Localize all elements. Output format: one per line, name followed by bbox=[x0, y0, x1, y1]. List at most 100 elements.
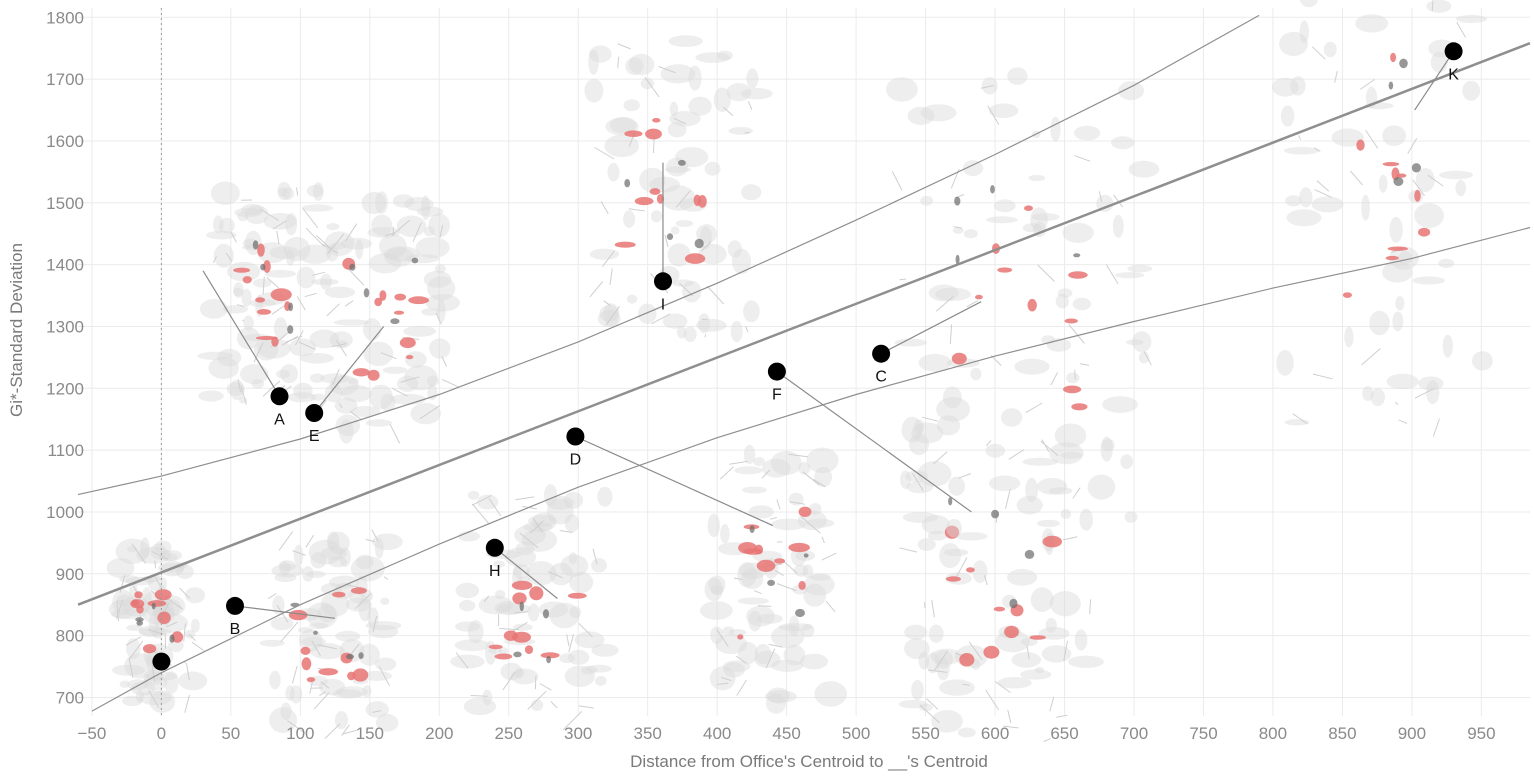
point-label-i: I bbox=[661, 296, 665, 313]
map-blob bbox=[1046, 618, 1057, 633]
x-tick-label-10: 450 bbox=[772, 724, 800, 743]
map-blob bbox=[404, 197, 434, 211]
map-street bbox=[305, 293, 317, 296]
map-street bbox=[1299, 135, 1301, 140]
map-blob bbox=[921, 104, 957, 121]
map-blob bbox=[727, 83, 752, 101]
map-hotspot bbox=[1063, 386, 1081, 394]
map-street bbox=[705, 334, 706, 337]
map-coldspot bbox=[1389, 82, 1394, 90]
map-hotspot bbox=[946, 576, 961, 581]
data-point-e bbox=[305, 404, 323, 422]
map-blob bbox=[416, 237, 450, 258]
map-street bbox=[729, 461, 747, 464]
map-blob bbox=[1276, 350, 1293, 376]
data-point-c bbox=[872, 345, 890, 363]
y-tick-label-1: 800 bbox=[56, 627, 84, 646]
map-street bbox=[1006, 489, 1011, 509]
map-street bbox=[822, 537, 824, 543]
y-tick-label-0: 700 bbox=[56, 688, 84, 707]
map-blob bbox=[351, 556, 385, 581]
map-blob bbox=[698, 313, 710, 333]
map-blob bbox=[313, 182, 324, 201]
map-hotspot bbox=[624, 130, 642, 137]
map-street bbox=[1335, 71, 1338, 83]
map-blob bbox=[970, 368, 981, 381]
map-blob bbox=[140, 537, 150, 558]
map-coldspot bbox=[695, 239, 704, 248]
map-blob bbox=[902, 417, 923, 443]
map-coldspot bbox=[954, 197, 960, 206]
map-blob bbox=[734, 466, 763, 474]
map-blob bbox=[920, 196, 933, 206]
map-blob bbox=[599, 305, 618, 322]
map-blob bbox=[720, 524, 729, 543]
map-street bbox=[347, 267, 364, 285]
map-blob bbox=[929, 625, 944, 643]
map-blob bbox=[743, 300, 760, 322]
map-hotspot bbox=[1386, 256, 1399, 260]
y-tick-label-2: 900 bbox=[56, 565, 84, 584]
map-street bbox=[899, 548, 917, 552]
point-label-e: E bbox=[309, 428, 320, 445]
map-street bbox=[770, 518, 777, 520]
map-blob bbox=[253, 279, 272, 288]
map-hotspot bbox=[635, 197, 654, 205]
x-tick-label-18: 850 bbox=[1328, 724, 1356, 743]
map-street bbox=[950, 324, 951, 344]
map-blob bbox=[149, 690, 175, 713]
map-blob bbox=[1113, 215, 1124, 238]
map-blob bbox=[1023, 458, 1059, 466]
map-blob bbox=[1055, 424, 1087, 448]
map-blob bbox=[994, 199, 1016, 212]
map-blob bbox=[584, 79, 603, 103]
point-label-a: A bbox=[274, 411, 285, 428]
map-blob bbox=[213, 216, 224, 234]
map-blob bbox=[1462, 81, 1480, 101]
map-hotspot bbox=[1414, 190, 1420, 202]
map-blob bbox=[120, 681, 130, 688]
map-blob bbox=[366, 701, 389, 717]
map-street bbox=[1038, 265, 1055, 281]
y-tick-label-6: 1300 bbox=[46, 317, 84, 336]
map-blob bbox=[269, 671, 280, 690]
map-street bbox=[277, 231, 279, 244]
map-street bbox=[1399, 420, 1407, 424]
map-thumbnail-2 bbox=[306, 191, 460, 443]
map-blob bbox=[1007, 569, 1037, 586]
map-coldspot bbox=[1009, 599, 1017, 608]
map-coldspot bbox=[624, 179, 630, 187]
map-street bbox=[325, 724, 340, 739]
map-blob bbox=[1279, 32, 1308, 56]
map-blob bbox=[1355, 14, 1388, 32]
map-coldspot bbox=[253, 240, 259, 249]
x-tick-label-20: 950 bbox=[1467, 724, 1495, 743]
map-coldspot bbox=[1025, 550, 1035, 559]
map-blob bbox=[1125, 511, 1138, 523]
map-coldspot bbox=[546, 656, 551, 663]
map-blob bbox=[271, 564, 303, 577]
map-blob bbox=[624, 99, 640, 111]
map-blob bbox=[1001, 408, 1022, 427]
map-thumbnails bbox=[107, 0, 1493, 741]
map-blob bbox=[939, 543, 961, 568]
map-coldspot bbox=[1412, 163, 1421, 172]
map-blob bbox=[904, 625, 927, 640]
map-blob bbox=[767, 688, 790, 704]
map-hotspot bbox=[1029, 635, 1046, 640]
map-street bbox=[1050, 697, 1054, 711]
map-blob bbox=[705, 162, 721, 176]
leader-line-f bbox=[777, 372, 972, 512]
data-point-unlabeled bbox=[152, 653, 170, 671]
map-hotspot bbox=[301, 647, 311, 655]
map-hotspot bbox=[1004, 626, 1019, 638]
map-blob bbox=[688, 97, 711, 116]
map-blob bbox=[666, 158, 688, 177]
y-tick-label-4: 1100 bbox=[47, 441, 84, 460]
map-blob bbox=[1042, 645, 1072, 662]
map-blob bbox=[306, 571, 326, 578]
map-blob bbox=[771, 451, 802, 475]
map-blob bbox=[668, 243, 691, 266]
map-blob bbox=[1127, 265, 1152, 273]
map-hotspot bbox=[136, 605, 144, 613]
